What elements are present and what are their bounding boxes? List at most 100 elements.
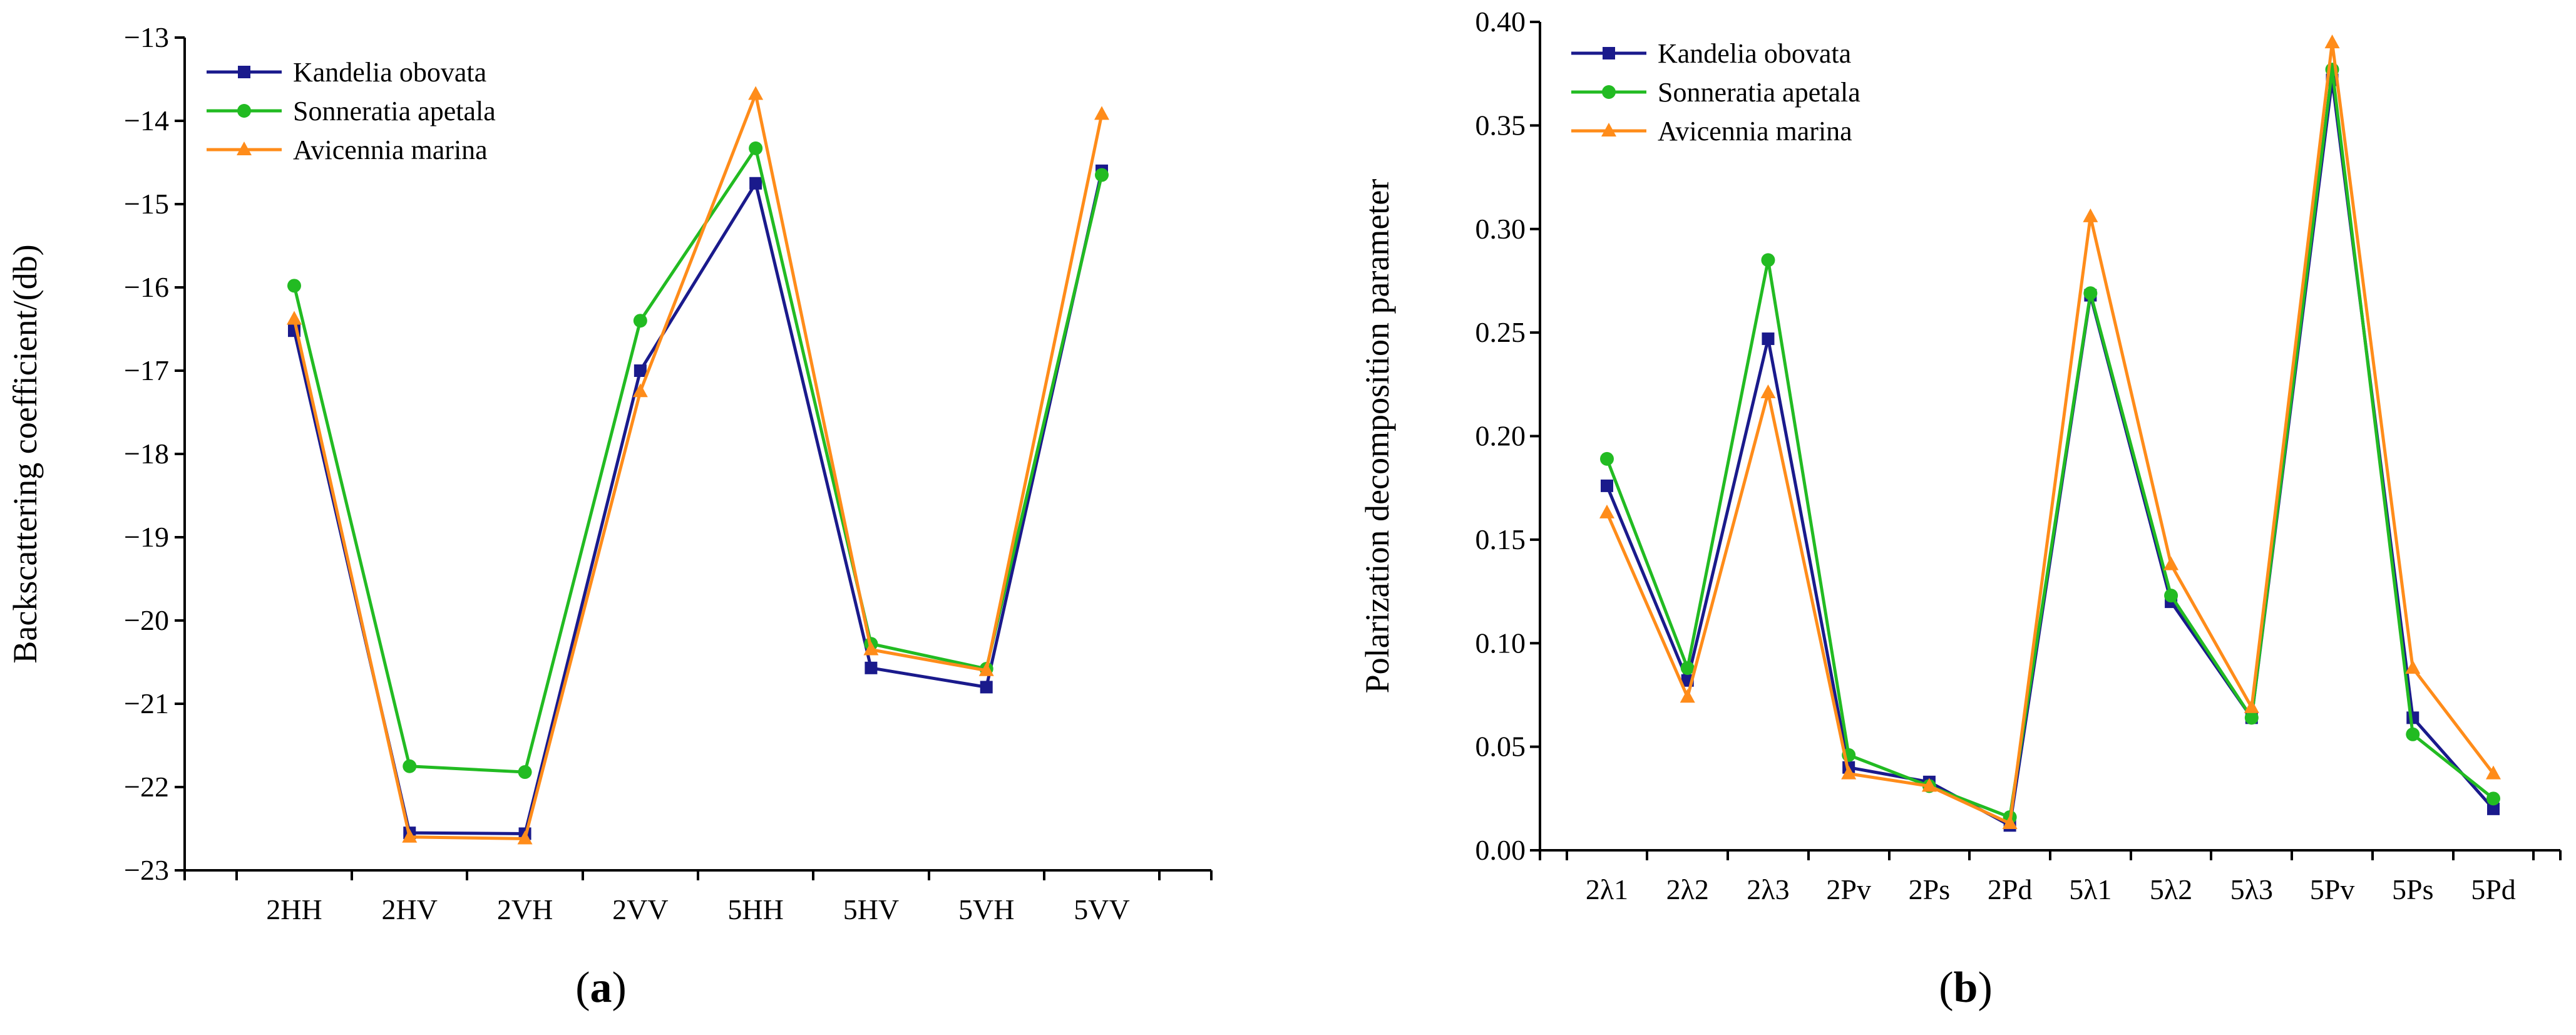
data-point <box>287 311 302 325</box>
series-line <box>1605 42 2495 826</box>
data-point <box>980 681 993 694</box>
data-point <box>1095 168 1109 182</box>
data-point <box>2163 556 2179 570</box>
legend-label: Avicennia marina <box>1658 116 1852 147</box>
data-point <box>1094 106 1109 120</box>
legend-label: Kandelia obovata <box>1658 38 1851 69</box>
y-tick-label: −17 <box>124 354 169 386</box>
data-point <box>634 364 647 377</box>
data-point <box>2083 286 2098 301</box>
chart-b: 0.00 0.05 0.10 0.15 0.20 0.25 0.30 0.35 0.40 2λ1 2… <box>1358 6 2562 1012</box>
data-point <box>2244 699 2259 713</box>
x-tick-label: 2λ1 <box>1586 873 1628 905</box>
data-point <box>2244 711 2259 725</box>
series-line <box>1605 80 2495 828</box>
data-point <box>1921 778 1937 792</box>
data-point <box>1600 451 1614 466</box>
data-point <box>403 759 417 773</box>
y-tick-label: −20 <box>124 604 169 636</box>
data-point <box>1599 504 1614 518</box>
y-tick-label: −13 <box>124 21 169 53</box>
x-tick-label: 2λ3 <box>1747 873 1789 905</box>
data-point <box>1680 689 1695 703</box>
data-point <box>517 830 533 845</box>
y-tick-label: 0.20 <box>1475 420 1526 452</box>
data-point <box>1760 384 1776 399</box>
data-point <box>749 177 762 190</box>
data-point <box>518 765 532 780</box>
x-tick-label: 5Pv <box>2310 873 2355 905</box>
y-tick-label: −14 <box>124 105 169 136</box>
data-point <box>2083 208 2098 222</box>
series-line <box>292 144 1104 774</box>
x-tick-label: 2VH <box>497 893 553 925</box>
x-tick-label: 5VH <box>958 893 1014 925</box>
y-tick-label: −23 <box>124 854 169 886</box>
data-point <box>863 641 879 656</box>
series-line <box>292 170 1104 835</box>
data-point <box>402 828 418 843</box>
data-point <box>2486 765 2501 780</box>
data-point <box>1601 479 1613 492</box>
x-tick-label: 2Pv <box>1826 873 1871 905</box>
x-tick-label: 2HH <box>266 893 322 925</box>
x-tick-label: 5Ps <box>2392 873 2433 905</box>
y-tick-label: −19 <box>124 521 169 553</box>
x-tick-label: 5HV <box>843 893 899 925</box>
data-point <box>865 661 878 674</box>
legend-label: Avicennia marina <box>293 135 488 165</box>
data-point <box>633 314 647 328</box>
panel-label: (a) <box>575 964 627 1012</box>
x-tick-label: 5Pd <box>2471 873 2516 905</box>
y-tick-label: 0.25 <box>1475 316 1526 348</box>
y-tick-label: 0.40 <box>1475 6 1526 38</box>
legend-label: Kandelia obovata <box>293 57 486 88</box>
x-tick-label: 2HV <box>382 893 438 925</box>
x-tick-label: 5VV <box>1074 893 1129 925</box>
x-tick-label: 2VV <box>612 893 668 925</box>
data-point <box>1761 253 1775 267</box>
data-point <box>2406 727 2420 741</box>
data-point <box>2002 815 2018 830</box>
y-tick-label: 0.30 <box>1475 213 1526 245</box>
y-tick-label: −21 <box>124 687 169 719</box>
data-point <box>2324 34 2340 49</box>
data-point <box>1841 765 1857 780</box>
y-tick-label: −15 <box>124 188 169 220</box>
legend-marker <box>237 142 252 155</box>
legend-marker <box>1603 47 1615 59</box>
y-tick-label: 0.00 <box>1475 834 1526 866</box>
y-axis-title: Backscattering coefficient/(db) <box>6 244 44 663</box>
y-tick-label: 0.15 <box>1475 523 1526 555</box>
legend-marker <box>237 104 251 118</box>
y-tick-label: −22 <box>124 771 169 803</box>
data-point <box>2486 791 2500 806</box>
panel-label: (b) <box>1939 964 1993 1012</box>
data-point <box>748 86 764 100</box>
legend-label: Sonneratia apetala <box>293 96 496 126</box>
data-point <box>632 383 648 398</box>
x-tick-label: 5HH <box>727 893 783 925</box>
x-tick-label: 2λ2 <box>1666 873 1709 905</box>
x-tick-label: 2Pd <box>1988 873 2033 905</box>
x-tick-label: 2Ps <box>1909 873 1950 905</box>
data-point <box>2405 659 2421 674</box>
x-tick-label: 5λ2 <box>2150 873 2192 905</box>
data-point <box>978 662 994 676</box>
y-tick-label: 0.10 <box>1475 627 1526 659</box>
data-point <box>1762 332 1775 346</box>
data-point <box>749 141 763 155</box>
x-tick-label: 5λ1 <box>2069 873 2112 905</box>
legend-marker <box>1602 85 1616 99</box>
legend-marker <box>238 66 250 78</box>
data-point <box>2487 802 2500 815</box>
series-line <box>292 88 1104 840</box>
y-tick-label: 0.05 <box>1475 731 1526 763</box>
chart-a: −23 −22 −21 −20 −19 −18 −17 −16 −15 −14 −13 2HH 2HV 2… <box>6 21 1213 1012</box>
legend-label: Sonneratia apetala <box>1658 77 1860 108</box>
data-point <box>287 279 301 293</box>
data-point <box>1680 661 1695 675</box>
series-line <box>1605 69 2495 820</box>
data-point <box>2164 589 2178 603</box>
